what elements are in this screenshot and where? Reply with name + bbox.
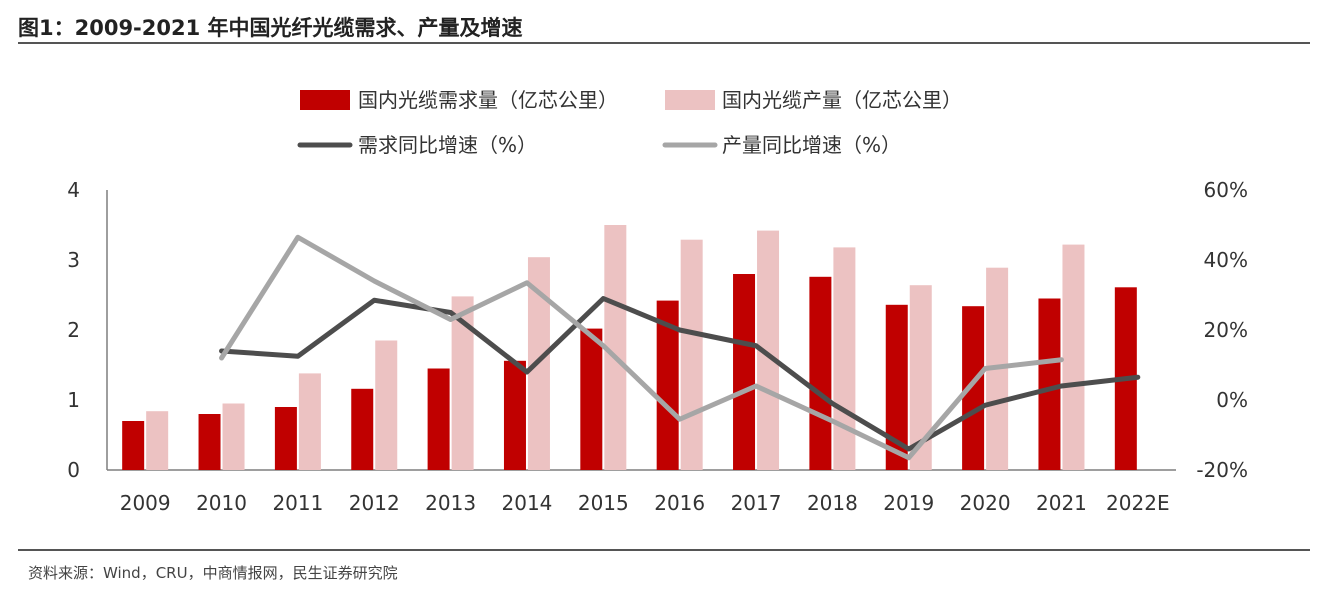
bar-production-2017 <box>757 230 780 470</box>
x-tick-label: 2011 <box>272 491 323 515</box>
legend-label-demand: 国内光缆需求量（亿芯公里） <box>358 88 618 112</box>
x-tick-label: 2017 <box>731 491 782 515</box>
bar-production-2015 <box>604 225 627 470</box>
footer-divider <box>18 549 1310 551</box>
legend-swatch-production <box>665 90 715 110</box>
bar-demand-2009 <box>122 421 145 470</box>
bar-production-2021 <box>1062 244 1085 470</box>
legend-label-production-growth: 产量同比增速（%） <box>722 133 901 157</box>
bars <box>122 225 1137 470</box>
bar-demand-2012 <box>351 388 374 470</box>
page-title: 图1：2009-2021 年中国光纤光缆需求、产量及增速 <box>18 16 523 40</box>
x-tick-label: 2020 <box>960 491 1011 515</box>
x-tick-label: 2015 <box>578 491 629 515</box>
x-tick-label: 2014 <box>502 491 553 515</box>
line-demand-growth <box>219 296 1141 452</box>
bar-production-2011 <box>298 373 321 470</box>
bar-production-2019 <box>909 285 932 470</box>
bar-demand-2010 <box>198 414 221 470</box>
lines <box>219 234 1141 461</box>
bar-production-2009 <box>146 411 169 470</box>
bar-production-2010 <box>222 403 245 470</box>
x-tick-label: 2016 <box>654 491 705 515</box>
bar-demand-2015 <box>580 328 603 470</box>
bar-production-2012 <box>375 340 398 470</box>
tick-labels: 0 1 2 3 4 -20% 0% 20% 40% 60% 2009 2010 2011 2012 2013… <box>67 178 1248 515</box>
legend-label-production: 国内光缆产量（亿芯公里） <box>722 88 962 112</box>
bar-production-2018 <box>833 247 856 470</box>
left-tick-label: 4 <box>67 178 80 202</box>
line-production-growth <box>219 234 1064 461</box>
bar-production-2016 <box>680 239 703 470</box>
axes <box>106 190 1176 471</box>
bar-demand-2011 <box>274 407 297 470</box>
right-tick-label: 20% <box>1204 318 1248 342</box>
bar-demand-2017 <box>733 274 756 470</box>
left-tick-label: 0 <box>67 458 80 482</box>
left-tick-label: 3 <box>67 248 80 272</box>
right-tick-label: -20% <box>1196 458 1248 482</box>
bar-demand-2013 <box>427 368 450 470</box>
bar-demand-2018 <box>809 276 832 470</box>
source-note: 资料来源：Wind，CRU，中商情报网，民生证券研究院 <box>28 564 398 582</box>
bar-demand-2020 <box>962 306 985 470</box>
legend: 国内光缆需求量（亿芯公里） 国内光缆产量（亿芯公里） 需求同比增速（%） 产量同… <box>297 88 962 157</box>
x-tick-label: 2013 <box>425 491 476 515</box>
x-tick-label: 2009 <box>120 491 171 515</box>
x-tick-label: 2021 <box>1036 491 1087 515</box>
title-divider <box>18 42 1310 44</box>
bar-demand-2016 <box>656 300 679 470</box>
right-tick-label: 40% <box>1204 248 1248 272</box>
right-tick-label: 0% <box>1216 388 1248 412</box>
bar-production-2013 <box>451 296 474 470</box>
x-tick-label: 2019 <box>883 491 934 515</box>
legend-label-demand-growth: 需求同比增速（%） <box>358 133 537 157</box>
x-tick-label: 2012 <box>349 491 400 515</box>
x-tick-label: 2022E <box>1106 491 1170 515</box>
bar-demand-2021 <box>1038 298 1061 470</box>
bar-demand-2014 <box>503 360 526 470</box>
right-tick-label: 60% <box>1204 178 1248 202</box>
left-tick-label: 1 <box>67 388 80 412</box>
legend-swatch-demand <box>300 90 350 110</box>
left-tick-label: 2 <box>67 318 80 342</box>
x-tick-label: 2018 <box>807 491 858 515</box>
x-tick-label: 2010 <box>196 491 247 515</box>
bar-demand-2019 <box>885 304 908 470</box>
